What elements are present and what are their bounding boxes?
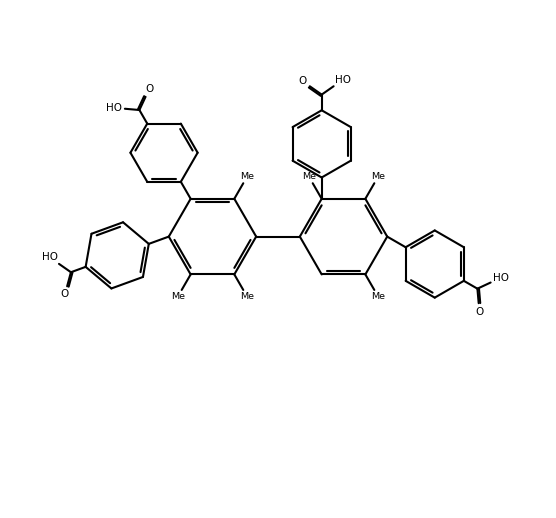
Text: HO: HO	[335, 75, 351, 85]
Text: HO: HO	[106, 103, 122, 113]
Text: HO: HO	[493, 273, 509, 283]
Text: O: O	[61, 290, 69, 299]
Text: O: O	[145, 84, 153, 94]
Text: O: O	[475, 307, 484, 316]
Text: Me: Me	[302, 172, 316, 181]
Text: Me: Me	[240, 292, 254, 301]
Text: Me: Me	[371, 172, 385, 181]
Text: Me: Me	[240, 172, 254, 181]
Text: O: O	[299, 77, 307, 87]
Text: Me: Me	[171, 292, 185, 301]
Text: Me: Me	[371, 292, 385, 301]
Text: HO: HO	[42, 252, 58, 263]
